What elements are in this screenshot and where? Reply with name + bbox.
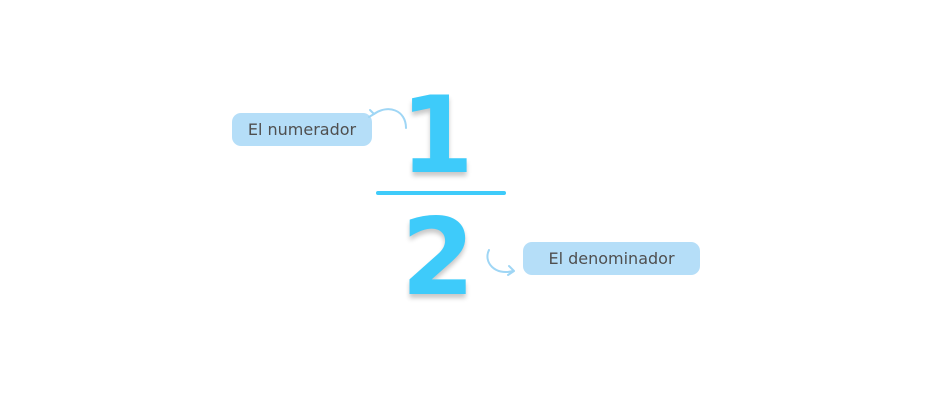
fraction-bar: [376, 191, 506, 195]
denominator-curved-arrow-icon: [486, 249, 515, 276]
numerator-label: El numerador: [232, 113, 372, 146]
denominator-digit: 2: [401, 196, 475, 319]
numerator-digit: 1: [400, 74, 474, 197]
denominator-label: El denominador: [523, 242, 700, 275]
numerator-curved-arrow-icon: [368, 108, 407, 129]
